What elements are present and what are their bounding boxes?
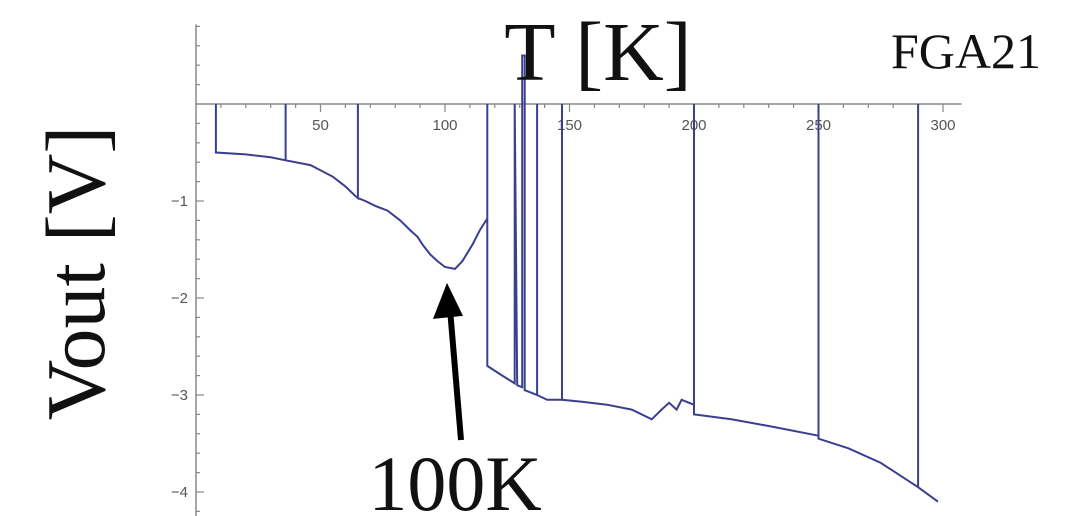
y-tick-label: −2: [171, 290, 188, 307]
chart-title: FGA21: [891, 23, 1041, 79]
x-tick-label: 150: [557, 117, 582, 134]
series-line: [214, 54, 939, 503]
y-axis-label: Vout [V]: [30, 126, 123, 421]
y-tick-label: −4: [171, 484, 188, 501]
annotation-arrow: [447, 308, 464, 441]
x-tick-label: 50: [312, 117, 329, 134]
annotation-label: 100K: [368, 440, 541, 516]
x-tick-label: 300: [930, 117, 955, 134]
ticks: 50 100 150 200 250 300−1−2−3−4: [171, 25, 956, 512]
x-axis-label: T [K]: [504, 6, 691, 99]
annotation-arrowhead: [433, 282, 463, 319]
axes: [195, 24, 962, 516]
x-tick-label: 100: [432, 117, 457, 134]
y-tick-label: −3: [171, 387, 188, 404]
y-tick-label: −1: [171, 193, 188, 210]
annotation-100k: 100K: [368, 282, 542, 516]
